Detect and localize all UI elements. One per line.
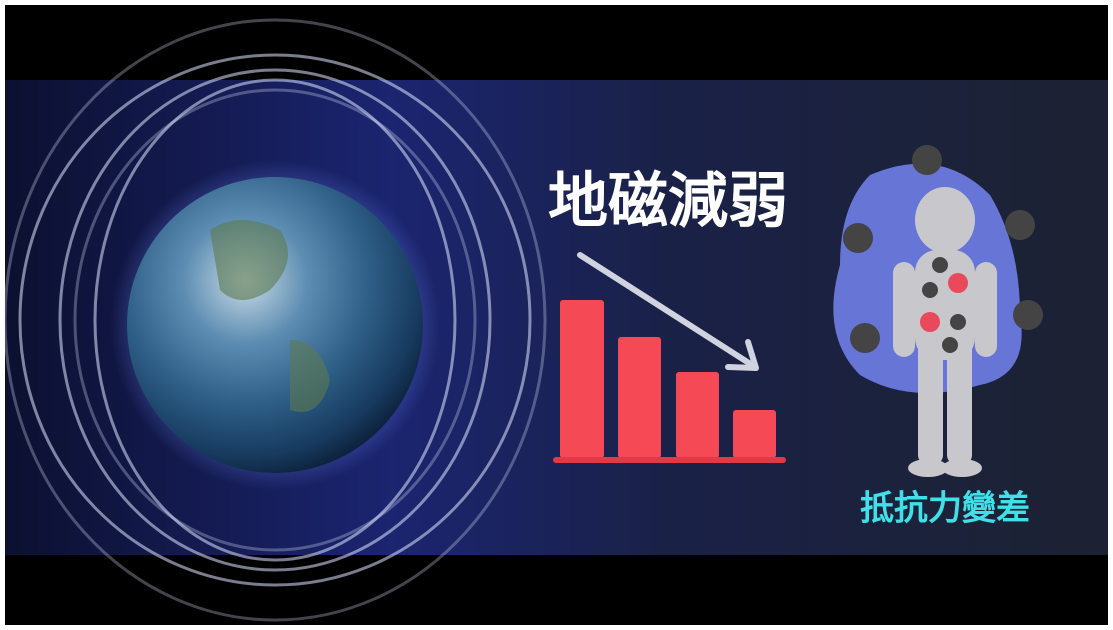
- earth: [127, 177, 423, 473]
- caption: 抵抗力變差: [860, 489, 1030, 529]
- viruses: [843, 145, 1043, 353]
- continents: [210, 220, 330, 412]
- bar-illustration: [553, 300, 786, 463]
- headline: 地磁減弱: [548, 167, 788, 237]
- arrow: [577, 252, 759, 371]
- field-lines: [3, 18, 547, 622]
